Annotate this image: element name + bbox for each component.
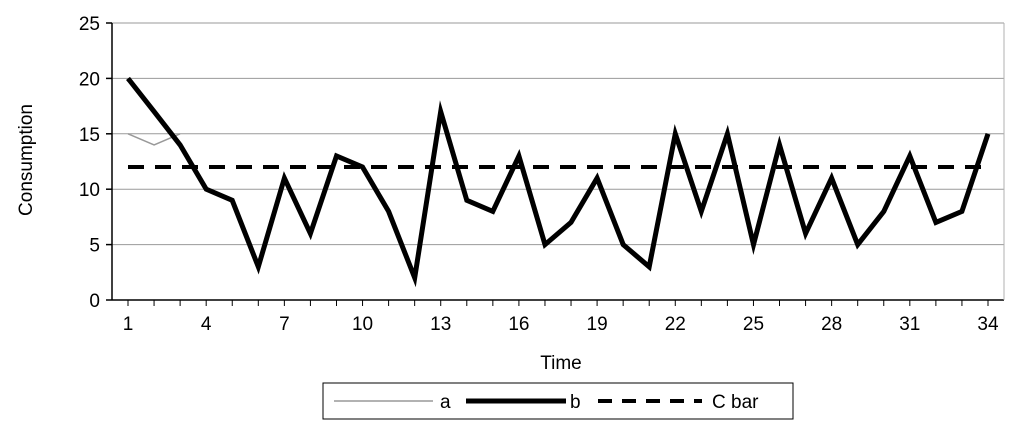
legend: a b C bar	[322, 382, 794, 420]
y-tick-label-15: 15	[79, 125, 100, 146]
x-tick-labels: 1 4 7 10 13 16 19 22 25 28 31 34	[123, 300, 999, 335]
x-axis-label: Time	[540, 353, 582, 374]
y-axis-label: Consumption	[16, 104, 37, 216]
legend-label-c-bar: C bar	[712, 392, 759, 413]
x-tick-label-22: 22	[665, 314, 686, 335]
gridlines	[112, 22, 1004, 246]
x-tick-label-7: 7	[279, 314, 290, 335]
y-tick-label-25: 25	[79, 14, 100, 35]
x-tick-label-25: 25	[743, 314, 764, 335]
series-line-b	[126, 76, 991, 288]
x-tick-label-4: 4	[201, 314, 212, 335]
y-tick-label-20: 20	[79, 69, 100, 90]
y-tick-label-0: 0	[89, 291, 100, 312]
x-tick-label-1: 1	[123, 314, 134, 335]
x-tick-label-28: 28	[821, 314, 842, 335]
legend-label-a: a	[440, 392, 451, 413]
x-tick-label-19: 19	[587, 314, 608, 335]
x-tick-label-31: 31	[899, 314, 920, 335]
x-tick-label-10: 10	[352, 314, 373, 335]
x-tick-label-34: 34	[977, 314, 999, 335]
legend-label-b: b	[570, 392, 581, 413]
y-tick-label-10: 10	[79, 180, 100, 201]
axes	[111, 23, 1005, 301]
y-tick-labels: 0 5 10 15 20 25	[79, 14, 112, 312]
x-tick-label-16: 16	[508, 314, 529, 335]
x-tick-label-13: 13	[430, 314, 451, 335]
series-lines	[126, 76, 991, 288]
y-tick-label-5: 5	[89, 236, 100, 257]
